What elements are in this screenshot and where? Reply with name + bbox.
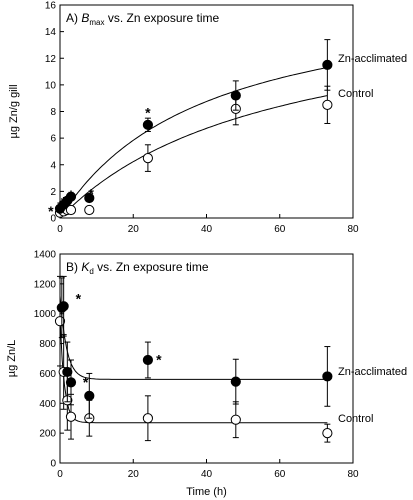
y-tick-label: 400: [39, 399, 56, 410]
fit-curve-zn-acclimated: [59, 295, 328, 380]
x-tick-label: 40: [201, 224, 213, 235]
plot-frame: [59, 4, 354, 219]
y-axis-label: µg Zn/L: [6, 340, 18, 378]
y-tick-label: 200: [39, 429, 56, 440]
significance-asterisk: *: [145, 105, 151, 121]
x-tick-label: 0: [57, 224, 63, 235]
data-point-zn-acclimated: [230, 376, 241, 387]
significance-asterisk: *: [156, 352, 162, 368]
y-tick-label: 16: [45, 1, 57, 12]
y-tick-label: 10: [45, 80, 57, 91]
data-point-control: [142, 413, 153, 424]
panel-a: 0 20 40 60 80 0 2 4 6 8 10 12 14 16 µg Zn/g gill A) Bma…: [8, 1, 407, 236]
data-point-zn-acclimated: [230, 90, 241, 101]
data-point-control: [322, 428, 333, 439]
data-point-zn-acclimated: [142, 354, 153, 366]
y-tick-label: 0: [50, 459, 56, 470]
y-tick-label: 1400: [34, 250, 57, 261]
y-tick-label: 800: [39, 339, 56, 350]
x-tick-label: 0: [57, 469, 63, 480]
data-point-zn-acclimated: [322, 371, 333, 382]
x-tick-label: 80: [347, 224, 359, 235]
y-tick-label: 8: [50, 107, 56, 118]
x-tick-label: 60: [274, 469, 286, 480]
title-prefix: B): [66, 260, 81, 274]
significance-asterisk: *: [57, 198, 63, 214]
significance-asterisk: *: [76, 290, 82, 306]
data-point-control: [65, 204, 77, 216]
data-point-control: [230, 414, 241, 425]
y-tick-label: 12: [45, 54, 57, 65]
y-tick-label: 0: [50, 214, 56, 225]
fit-curve-control: [59, 318, 328, 424]
significance-asterisk: *: [88, 186, 94, 202]
significance-asterisk: *: [48, 203, 54, 219]
plot-frame: [59, 253, 354, 464]
series-label-zn-acclimated: Zn-acclimated: [338, 53, 407, 65]
title-subscript: max: [89, 18, 104, 27]
data-point-zn-acclimated: [58, 301, 69, 312]
title-suffix: vs. Zn exposure time: [104, 11, 219, 25]
data-point-control: [65, 411, 77, 422]
y-tick-label: 4: [50, 160, 56, 171]
title-symbol: B: [81, 11, 89, 25]
x-tick-label: 40: [201, 469, 213, 480]
title-suffix: vs. Zn exposure time: [94, 260, 209, 274]
series-label-zn-acclimated: Zn-acclimated: [338, 366, 407, 378]
y-tick-label: 1000: [34, 309, 57, 320]
data-point-zn-acclimated: [62, 366, 73, 378]
y-tick-label: 2: [50, 187, 56, 198]
data-point-zn-acclimated: [65, 191, 77, 202]
data-point-zn-acclimated: [142, 119, 153, 130]
series-label-control: Control: [338, 413, 373, 425]
title-symbol: K: [81, 260, 90, 274]
data-point-zn-acclimated: [84, 192, 95, 204]
y-tick-label: 14: [45, 27, 57, 38]
chart-title: A) Bmax vs. Zn exposure time: [66, 11, 220, 27]
fit-curve-control: [59, 95, 328, 219]
significance-asterisk: *: [83, 374, 89, 390]
significance-asterisk: *: [68, 187, 74, 203]
x-tick-label: 20: [128, 469, 140, 480]
y-tick-label: 1200: [34, 279, 57, 290]
x-tick-label: 20: [128, 224, 140, 235]
data-point-zn-acclimated: [84, 390, 95, 401]
data-point-zn-acclimated: [65, 377, 77, 388]
y-tick-label: 600: [39, 369, 56, 380]
data-point-control: [142, 152, 153, 164]
data-point-control: [84, 204, 95, 216]
data-point-control: [322, 99, 333, 110]
significance-asterisk: *: [61, 194, 67, 210]
series-label-control: Control: [338, 88, 373, 100]
y-axis-label: µg Zn/g gill: [8, 84, 20, 138]
y-tick-label: 6: [50, 134, 56, 145]
x-axis-label: Time (h): [186, 486, 227, 498]
data-point-zn-acclimated: [322, 59, 333, 71]
x-tick-label: 60: [274, 224, 286, 235]
x-tick-label: 80: [347, 469, 359, 480]
chart-title: B) Kd vs. Zn exposure time: [66, 260, 209, 276]
fit-curve-zn-acclimated: [59, 67, 328, 219]
title-prefix: A): [66, 11, 81, 25]
title-subscript: d: [89, 267, 93, 276]
